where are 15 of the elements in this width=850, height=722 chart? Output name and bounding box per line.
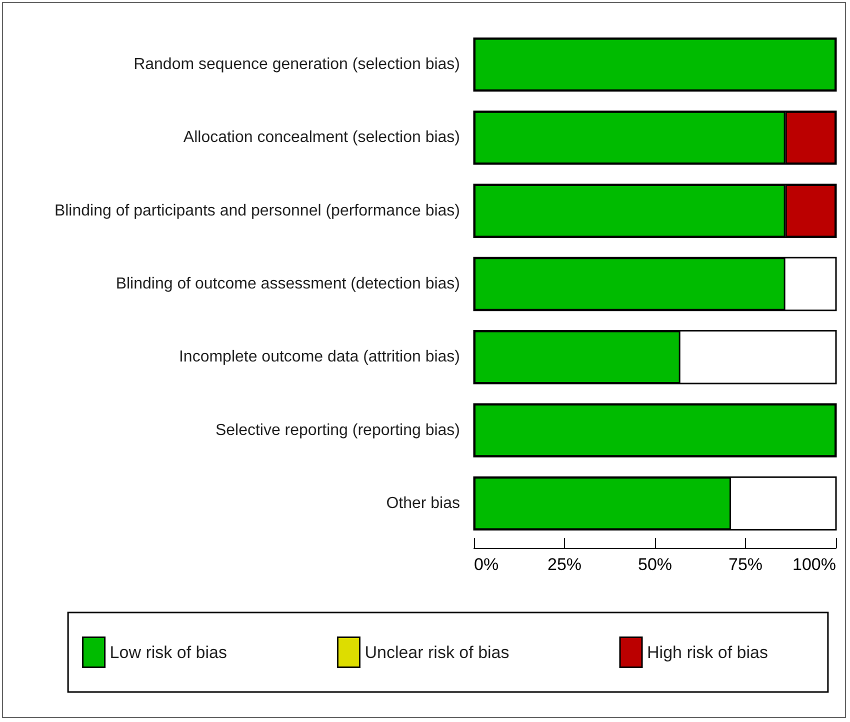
y-tick-label: Selective reporting (reporting bias) xyxy=(215,422,460,439)
y-tick-label: Blinding of participants and personnel (performance bias) xyxy=(54,202,460,220)
legend-label: Unclear risk of bias xyxy=(364,642,510,662)
x-tick-label: 0% xyxy=(474,555,499,574)
y-tick-label: Blinding of outcome assessment (detection bias) xyxy=(116,276,460,292)
legend-label: Low risk of bias xyxy=(110,642,227,662)
y-tick-label: Random sequence generation (selection bias) xyxy=(134,56,460,74)
x-tick-label: 25% xyxy=(547,555,582,574)
x-tick-label: 75% xyxy=(728,555,763,574)
y-tick-label: Incomplete outcome data (attrition bias) xyxy=(178,348,460,366)
y-tick-label: Allocation concealment (selection bias) xyxy=(183,129,460,146)
legend-label: High risk of bias xyxy=(647,642,768,662)
x-tick-label: 100% xyxy=(792,555,836,574)
y-tick-label: Other bias xyxy=(386,494,460,512)
x-tick-label: 50% xyxy=(638,555,672,574)
